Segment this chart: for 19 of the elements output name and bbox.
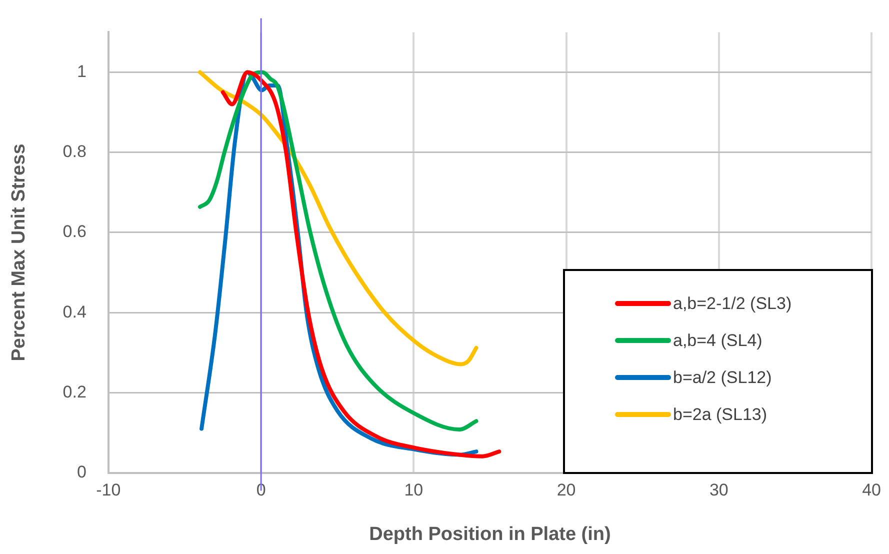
x-tick-label: 0 [256, 480, 266, 500]
legend-label: b=2a (SL13) [673, 404, 768, 424]
x-tick-label: 30 [709, 480, 728, 500]
legend-label: b=a/2 (SL12) [673, 368, 772, 388]
x-tick-label: -10 [96, 480, 121, 500]
y-tick-label: 0 [76, 462, 86, 482]
x-tick-label: 40 [862, 480, 882, 500]
x-axis-title: Depth Position in Plate (in) [369, 524, 611, 545]
y-tick-label: 0.8 [62, 142, 86, 162]
y-tick-label: 0.4 [62, 302, 86, 322]
line-series [198, 70, 478, 366]
x-tick-label: 10 [404, 480, 424, 500]
x-tick-label: 20 [556, 480, 576, 500]
y-tick-label: 1 [76, 62, 86, 81]
legend-label: a,b=2-1/2 (SL3) [673, 294, 792, 314]
y-tick-label: 0.2 [62, 382, 86, 402]
y-tick-label: 0.6 [62, 222, 86, 242]
y-axis-title: Percent Max Unit Stress [8, 144, 30, 362]
legend-label: a,b=4 (SL4) [673, 330, 762, 350]
